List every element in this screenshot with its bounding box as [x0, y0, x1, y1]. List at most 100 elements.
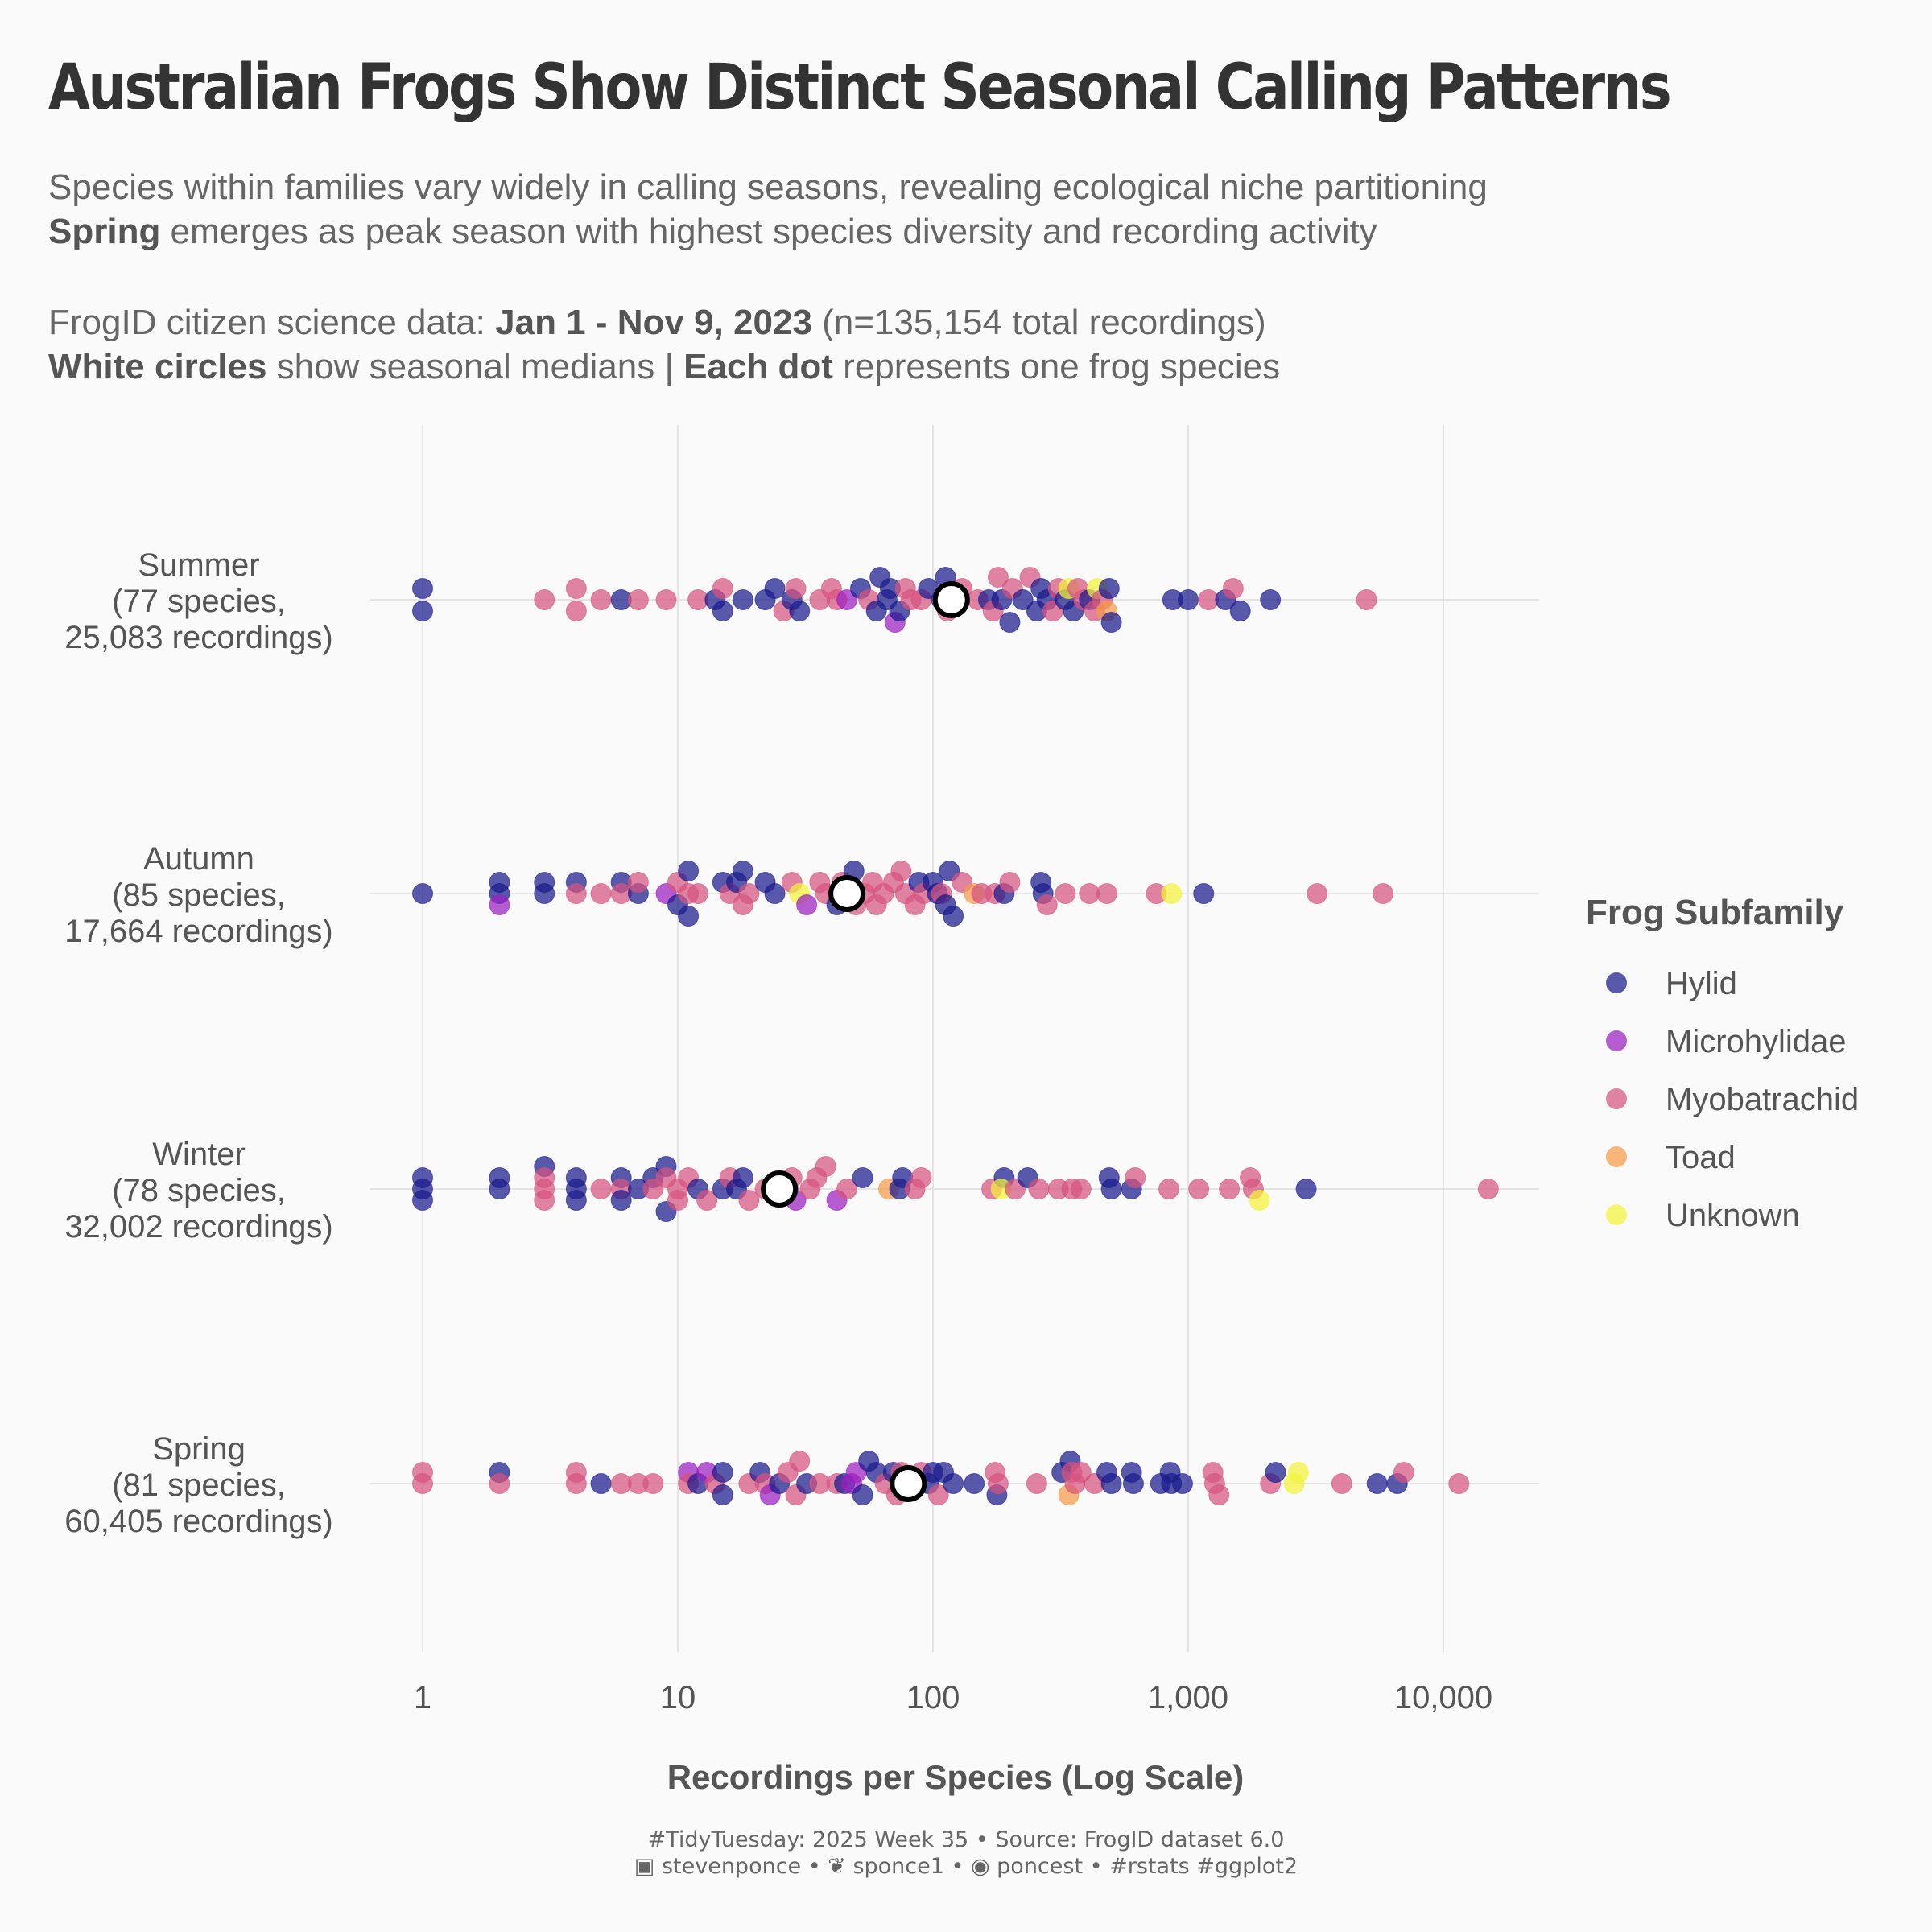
species-point — [565, 1473, 587, 1494]
species-point — [590, 1179, 612, 1199]
y-tick-label-autumn: (85 species, — [112, 877, 286, 913]
x-axis-title: Recordings per Species (Log Scale) — [667, 1758, 1245, 1796]
species-point — [1287, 1462, 1309, 1483]
species-point — [412, 578, 433, 599]
legend: Frog Subfamily Hylid Microhylidae Myobatra… — [1586, 893, 1859, 1233]
y-tick-label-winter: (78 species, — [112, 1173, 286, 1208]
species-point — [789, 1451, 811, 1472]
species-point — [1026, 1473, 1047, 1494]
species-point — [943, 1473, 964, 1494]
species-point — [1070, 1462, 1092, 1483]
species-point — [964, 1473, 985, 1494]
species-point — [696, 1190, 718, 1211]
species-point — [738, 883, 760, 904]
legend-key-unknown — [1606, 1204, 1627, 1225]
y-tick-label-summer: (77 species, — [112, 584, 286, 619]
species-point — [590, 1473, 612, 1494]
x-axis-ticks: 1 10 100 1,000 10,000 — [414, 1680, 1492, 1715]
species-point — [943, 906, 964, 927]
species-points — [412, 567, 1499, 1505]
species-point — [1331, 1473, 1352, 1494]
median-marker-winter — [761, 1170, 799, 1208]
species-point — [534, 883, 555, 904]
y-tick-label-winter: Winter — [152, 1137, 246, 1172]
species-point — [1100, 1179, 1122, 1199]
x-tick-label: 1,000 — [1148, 1680, 1228, 1715]
species-point — [796, 894, 818, 915]
species-point — [1477, 1179, 1499, 1199]
y-tick-label-spring: (81 species, — [112, 1468, 286, 1503]
species-point — [999, 872, 1021, 893]
species-point — [1448, 1473, 1470, 1494]
species-point — [1055, 883, 1076, 904]
species-point — [852, 1484, 873, 1505]
species-point — [1373, 883, 1394, 904]
species-point — [1161, 883, 1183, 904]
species-point — [836, 589, 858, 610]
species-point — [927, 1484, 949, 1505]
species-point — [910, 1167, 932, 1188]
species-point — [1366, 1473, 1388, 1494]
species-point — [1393, 1462, 1414, 1483]
species-point — [1122, 1473, 1144, 1494]
species-point — [999, 612, 1021, 633]
species-point — [890, 861, 912, 881]
species-point — [412, 601, 433, 621]
y-tick-label-summer: 25,083 recordings) — [64, 620, 333, 655]
median-marker-autumn — [828, 875, 866, 912]
chart-title: Australian Frogs Show Distinct Seasonal … — [48, 52, 1672, 124]
species-point — [1098, 578, 1120, 599]
legend-key-hylid — [1606, 972, 1627, 993]
species-point — [815, 1156, 836, 1177]
species-point — [1229, 601, 1251, 621]
species-point — [732, 1167, 753, 1188]
species-point — [764, 883, 786, 904]
species-point — [489, 894, 510, 915]
species-point — [732, 589, 753, 610]
species-point — [1178, 589, 1199, 610]
y-axis-labels: Summer(77 species,25,083 recordings) Autu… — [64, 547, 333, 1539]
species-point — [987, 1473, 1009, 1494]
species-point — [1100, 612, 1122, 633]
species-point — [610, 1190, 632, 1211]
subtitle-line-3: FrogID citizen science data: Jan 1 - Nov… — [48, 303, 1266, 342]
species-point — [565, 578, 587, 599]
x-tick-label: 10 — [660, 1680, 696, 1715]
species-point — [1036, 894, 1058, 915]
species-point — [764, 578, 786, 599]
subtitle-line-1: Species within families vary widely in c… — [48, 167, 1488, 207]
species-point — [1028, 1179, 1050, 1199]
species-point — [627, 589, 649, 610]
species-point — [678, 906, 700, 927]
caption-credits: ▣ stevenponce • ❦ sponce1 • ◉ poncest • … — [634, 1854, 1298, 1879]
species-point — [678, 861, 700, 881]
species-point — [1356, 589, 1377, 610]
x-tick-label: 100 — [906, 1680, 960, 1715]
species-point — [1295, 1179, 1317, 1199]
species-point — [534, 1190, 555, 1211]
species-point — [712, 578, 733, 599]
y-tick-label-spring: Spring — [152, 1431, 246, 1467]
caption-source: #TidyTuesday: 2025 Week 35 • Source: Fro… — [647, 1827, 1285, 1852]
species-point — [534, 589, 555, 610]
species-point — [852, 1167, 873, 1188]
species-point — [836, 1179, 858, 1199]
species-point — [565, 1190, 587, 1211]
species-point — [732, 861, 753, 881]
legend-label-unknown: Unknown — [1666, 1198, 1800, 1233]
species-point — [655, 589, 677, 610]
species-point — [1265, 1462, 1286, 1483]
species-point — [590, 883, 612, 904]
species-point — [738, 1190, 760, 1211]
species-point — [712, 601, 733, 621]
y-tick-label-autumn: Autumn — [143, 841, 254, 877]
legend-key-toad — [1606, 1146, 1627, 1167]
y-tick-label-summer: Summer — [138, 547, 259, 583]
vertical-gridlines — [422, 425, 1444, 1652]
x-tick-label: 1 — [414, 1680, 431, 1715]
species-point — [1208, 1484, 1230, 1505]
median-marker-spring — [890, 1465, 927, 1502]
y-tick-label-autumn: 17,664 recordings) — [64, 914, 333, 949]
